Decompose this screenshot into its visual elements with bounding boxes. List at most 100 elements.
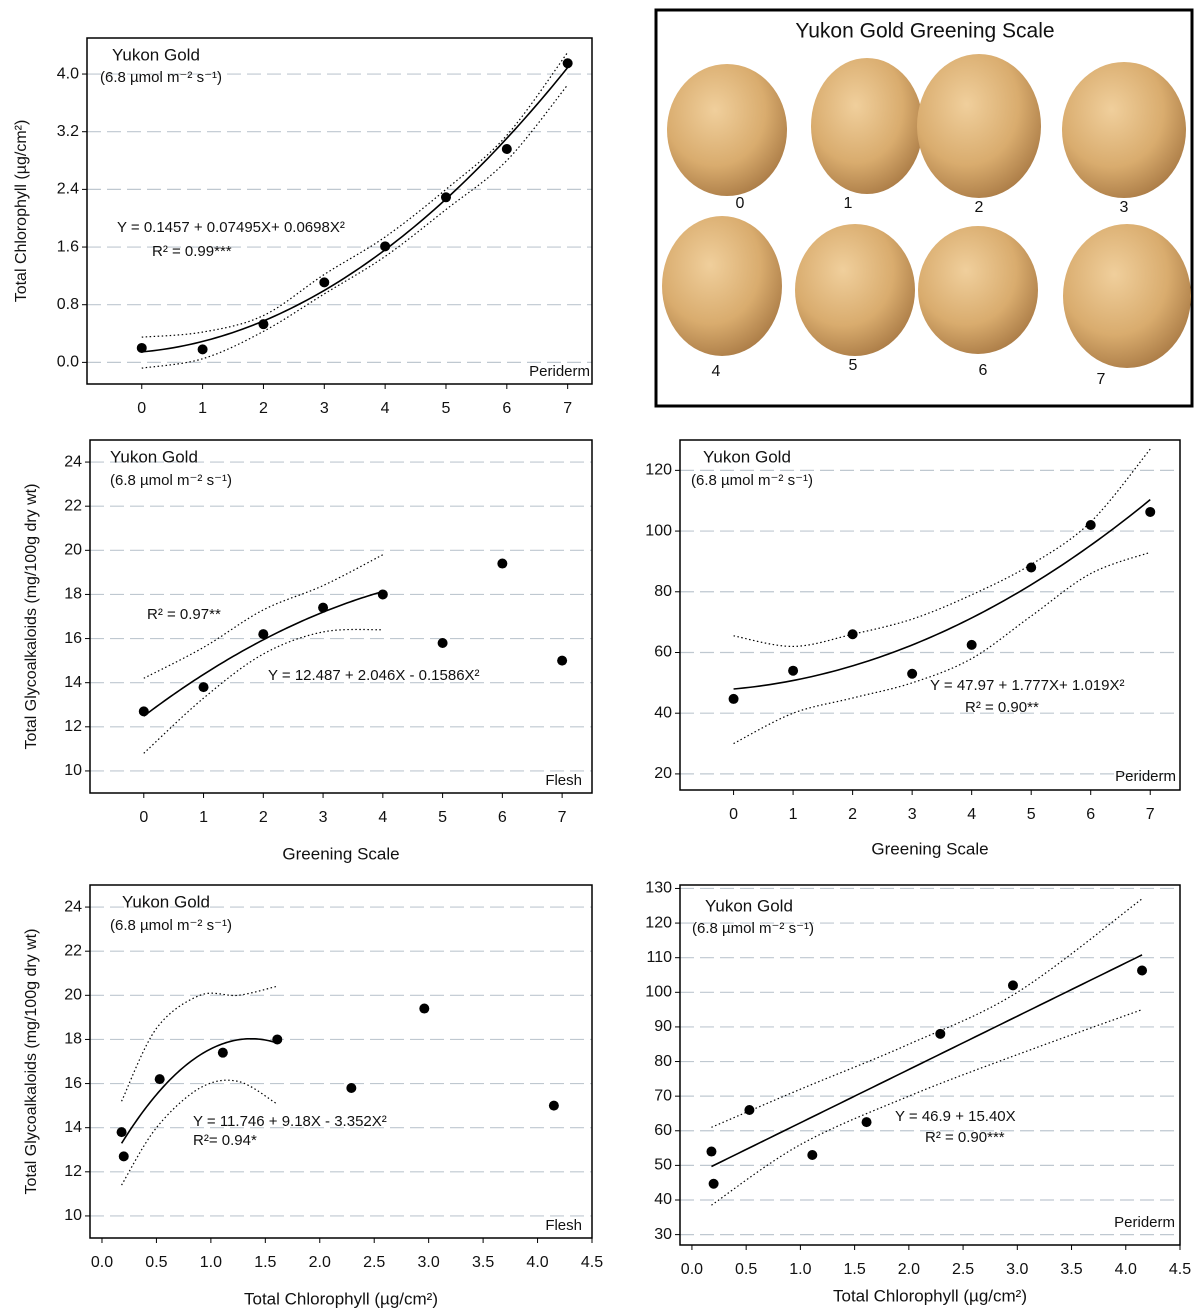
confidence-band	[144, 629, 383, 753]
x-tick-label: 6	[502, 400, 511, 417]
fit-equation: Y = 12.487 + 2.046X - 0.1586X²	[268, 667, 480, 684]
panel-title: Yukon Gold	[705, 896, 793, 915]
data-point	[706, 1147, 716, 1157]
y-tick-label: 80	[654, 1053, 672, 1070]
scale-label: 1	[844, 195, 853, 212]
tissue-label: Periderm	[529, 363, 590, 380]
y-tick-label: 70	[654, 1087, 672, 1104]
image-title: Yukon Gold Greening Scale	[795, 20, 1054, 43]
confidence-band	[142, 52, 568, 337]
panel-subtitle: (6.8 µmol m⁻² s⁻¹)	[692, 920, 814, 937]
x-tick-label: 4.0	[526, 1254, 548, 1271]
y-tick-label: 10	[64, 762, 82, 779]
x-tick-label: 6	[498, 809, 507, 826]
potato	[918, 226, 1038, 354]
panel-subtitle: (6.8 µmol m⁻² s⁻¹)	[100, 69, 222, 86]
y-tick-label: 60	[654, 644, 672, 661]
scale-label: 7	[1097, 371, 1106, 388]
data-point	[319, 277, 329, 287]
x-tick-label: 4	[378, 809, 387, 826]
data-point	[438, 638, 448, 648]
data-point	[139, 706, 149, 716]
fit-r2: R²= 0.94*	[193, 1132, 257, 1149]
y-tick-label: 50	[654, 1157, 672, 1174]
data-point	[378, 589, 388, 599]
scale-label: 6	[979, 362, 988, 379]
y-tick-label: 16	[64, 1075, 82, 1092]
data-point	[318, 603, 328, 613]
x-axis-label: Greening Scale	[282, 844, 399, 863]
x-tick-label: 0	[729, 806, 738, 823]
data-point	[935, 1029, 945, 1039]
x-tick-label: 5	[438, 809, 447, 826]
data-point	[557, 656, 567, 666]
data-point	[258, 319, 268, 329]
panel-title: Yukon Gold	[112, 45, 200, 64]
y-tick-label: 20	[64, 542, 82, 559]
tissue-label: Periderm	[1114, 1214, 1175, 1231]
data-point	[119, 1151, 129, 1161]
y-tick-label: 22	[64, 497, 82, 514]
x-tick-label: 2.0	[309, 1254, 331, 1271]
plot-frame	[90, 885, 592, 1238]
x-tick-label: 3.5	[1060, 1261, 1082, 1278]
data-point	[502, 144, 512, 154]
data-point	[907, 669, 917, 679]
x-tick-label: 3	[908, 806, 917, 823]
data-point	[441, 192, 451, 202]
x-tick-label: 1.0	[200, 1254, 222, 1271]
potato	[917, 54, 1041, 198]
data-point	[1137, 966, 1147, 976]
y-tick-label: 0.0	[57, 354, 79, 371]
data-point	[258, 629, 268, 639]
x-tick-label: 0	[139, 809, 148, 826]
data-point	[549, 1101, 559, 1111]
panel-subtitle: (6.8 µmol m⁻² s⁻¹)	[110, 472, 232, 489]
confidence-band	[734, 552, 1151, 743]
data-point	[346, 1083, 356, 1093]
y-tick-label: 18	[64, 1031, 82, 1048]
data-point	[1145, 507, 1155, 517]
data-point	[788, 666, 798, 676]
data-point	[218, 1048, 228, 1058]
x-tick-label: 0.0	[681, 1261, 703, 1278]
y-tick-label: 2.4	[57, 181, 79, 198]
data-point	[744, 1105, 754, 1115]
y-axis-label: Total Glycoalkaloids (mg/100g dry wt)	[23, 484, 40, 750]
y-tick-label: 80	[654, 583, 672, 600]
potato	[795, 224, 915, 356]
y-tick-label: 20	[64, 987, 82, 1004]
potato	[662, 216, 782, 356]
y-tick-label: 12	[64, 1163, 82, 1180]
y-tick-label: 20	[654, 765, 672, 782]
data-point	[807, 1150, 817, 1160]
x-tick-label: 3	[320, 400, 329, 417]
panel-title: Yukon Gold	[703, 447, 791, 466]
fit-equation: Y = 46.9 + 15.40X	[895, 1108, 1016, 1125]
y-tick-label: 130	[645, 880, 672, 897]
fit-r2: R² = 0.90***	[925, 1129, 1005, 1146]
y-tick-label: 0.8	[57, 296, 79, 313]
y-tick-label: 12	[64, 718, 82, 735]
y-tick-label: 1.6	[57, 238, 79, 255]
y-tick-label: 14	[64, 1119, 82, 1136]
x-tick-label: 0.5	[145, 1254, 167, 1271]
fit-r2: R² = 0.97**	[147, 606, 221, 623]
x-tick-label: 3.0	[1006, 1261, 1028, 1278]
x-tick-label: 4.5	[581, 1254, 603, 1271]
data-point	[563, 58, 573, 68]
y-axis-label: Total Chlorophyll (µg/cm²)	[13, 120, 30, 303]
x-axis-label: Greening Scale	[871, 839, 988, 858]
data-point	[137, 343, 147, 353]
x-tick-label: 0.0	[91, 1254, 113, 1271]
scale-label: 0	[736, 195, 745, 212]
x-tick-label: 2.5	[952, 1261, 974, 1278]
x-tick-label: 1	[789, 806, 798, 823]
y-tick-label: 14	[64, 674, 82, 691]
plot-frame	[87, 38, 592, 384]
data-point	[419, 1004, 429, 1014]
x-tick-label: 5	[1027, 806, 1036, 823]
y-tick-label: 60	[654, 1122, 672, 1139]
x-tick-label: 1.5	[254, 1254, 276, 1271]
y-tick-label: 40	[654, 704, 672, 721]
